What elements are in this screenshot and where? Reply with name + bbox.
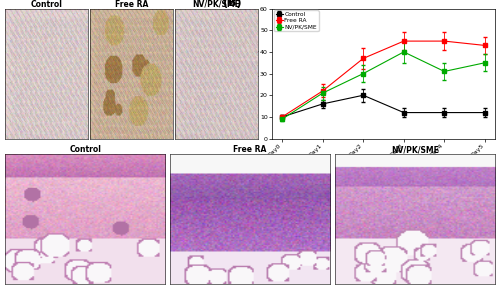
Title: NV/PK/SME: NV/PK/SME	[391, 145, 439, 154]
Text: (B): (B)	[223, 0, 242, 8]
Legend: Control, Free RA, NV/PK/SME: Control, Free RA, NV/PK/SME	[274, 10, 318, 32]
Title: Control: Control	[69, 145, 101, 154]
Title: Free RA: Free RA	[234, 145, 266, 154]
Title: NV/PK/SME: NV/PK/SME	[192, 0, 240, 9]
Title: Free RA: Free RA	[114, 0, 148, 9]
Y-axis label: TEWL (g/m²/h): TEWL (g/m²/h)	[251, 49, 258, 99]
Title: Control: Control	[30, 0, 62, 9]
